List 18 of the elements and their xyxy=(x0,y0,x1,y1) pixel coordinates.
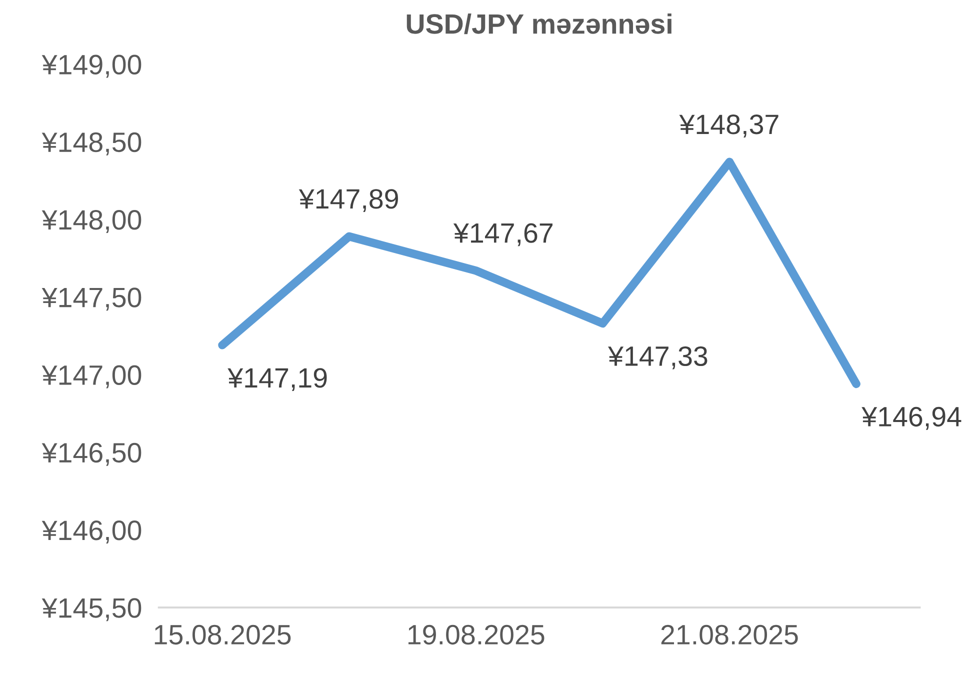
x-tick-label: 19.08.2025 xyxy=(408,624,544,645)
y-tick-label: ¥145,50 xyxy=(42,598,142,622)
y-tick-label: ¥148,00 xyxy=(42,210,142,233)
data-label: ¥147,33 xyxy=(608,346,708,370)
y-tick-label: ¥146,00 xyxy=(42,520,142,544)
data-label: ¥146,94 xyxy=(862,406,962,430)
y-tick-label: ¥147,00 xyxy=(42,365,142,388)
y-tick-label: ¥148,50 xyxy=(42,132,142,156)
x-tick-label: 15.08.2025 xyxy=(154,624,291,645)
data-label: ¥147,67 xyxy=(453,223,552,246)
y-tick-label: ¥149,00 xyxy=(42,54,142,78)
y-tick-label: ¥146,50 xyxy=(42,442,142,466)
data-label: ¥148,37 xyxy=(679,114,778,138)
data-label: ¥147,89 xyxy=(298,189,398,212)
chart-title: USD/JPY məzənnəsi xyxy=(406,13,672,34)
x-tick-label: 21.08.2025 xyxy=(661,624,798,645)
data-label: ¥147,19 xyxy=(228,368,327,392)
y-tick-label: ¥147,50 xyxy=(42,288,142,311)
